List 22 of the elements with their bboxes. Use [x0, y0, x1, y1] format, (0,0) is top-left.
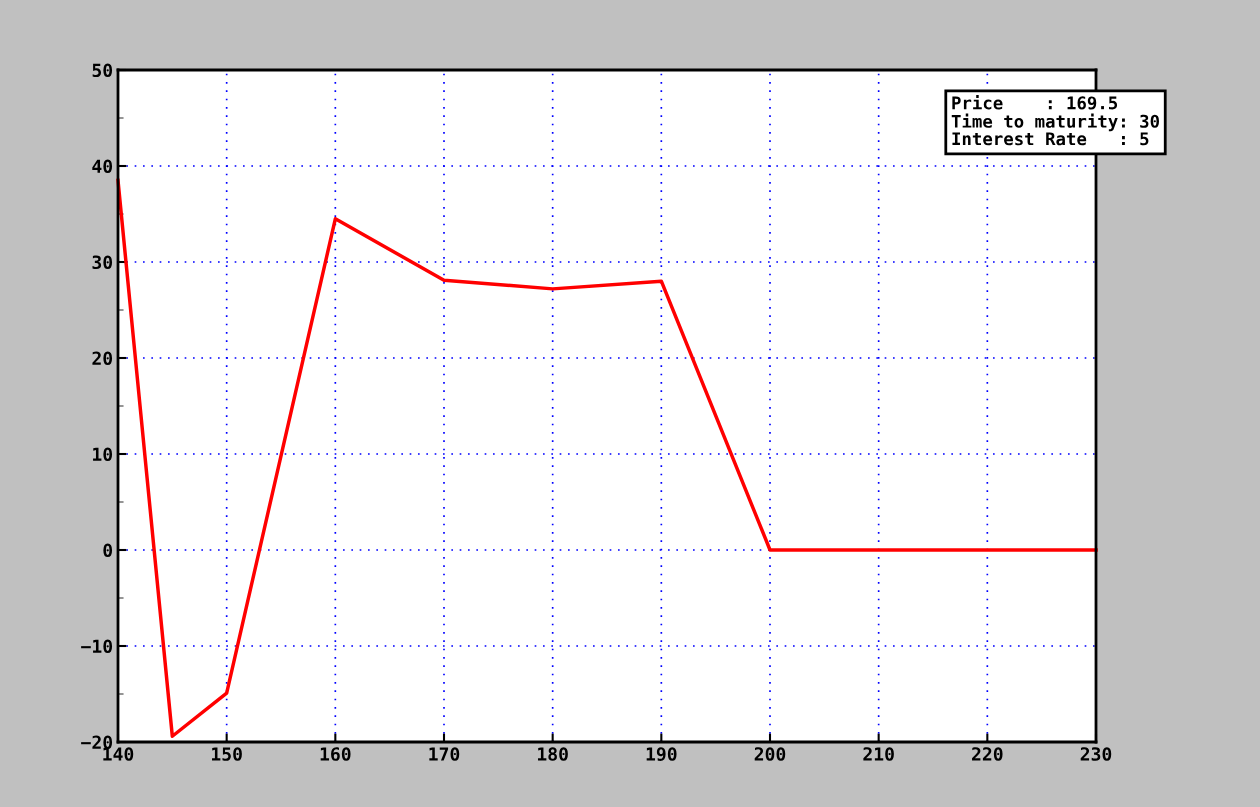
x-tick-label: 200	[754, 747, 786, 761]
x-tick-label: 210	[863, 747, 894, 761]
y-tick-label: −10	[81, 639, 113, 654]
x-tick-label: 150	[212, 747, 242, 761]
y-tick-label: 30	[92, 255, 113, 270]
y-tick-label: 40	[92, 159, 113, 174]
y-tick-label: 50	[92, 63, 113, 78]
x-tick-label: 220	[972, 747, 1003, 761]
annotation: Time to maturity: 30	[951, 113, 1159, 132]
x-tick-label: 190	[646, 747, 677, 761]
x-tick-label: 160	[320, 747, 351, 761]
x-tick-label: 230	[1080, 747, 1112, 761]
y-tick-label: 10	[93, 447, 113, 462]
x-tick-label: 140	[103, 747, 134, 761]
y-tick-label: −20	[81, 735, 113, 750]
y-tick-label: 0	[103, 543, 113, 558]
x-tick-label: 180	[538, 747, 568, 761]
annotation: Price : 169.5	[952, 95, 1118, 110]
annotation: Interest Rate : 5	[952, 132, 1149, 146]
x-tick-label: 170	[429, 747, 460, 761]
y-tick-label: 20	[92, 351, 113, 366]
line-series	[116, 178, 1098, 738]
